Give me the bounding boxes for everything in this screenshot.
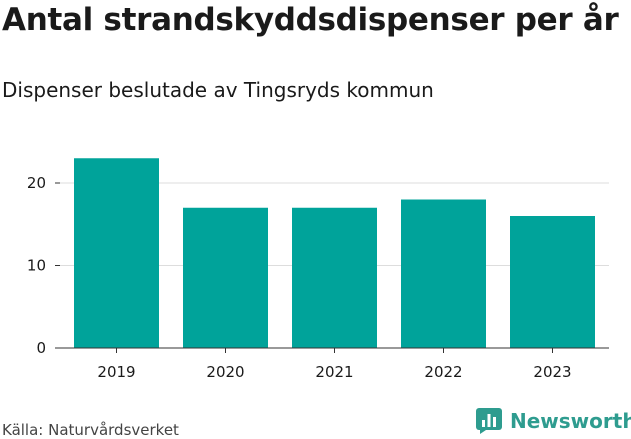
x-tick-label: 2023 [533, 363, 571, 381]
x-tick-label: 2019 [97, 363, 135, 381]
brand-logo[interactable]: Newsworthy [476, 408, 631, 434]
y-axis-ticks: 0 10 20 [27, 174, 60, 357]
bars [74, 158, 595, 348]
bar-chart: 0 10 20 2019 2020 2021 2022 2023 [27, 158, 609, 381]
y-tick-label: 0 [36, 339, 46, 357]
x-axis-ticks: 2019 2020 2021 2022 2023 [97, 348, 572, 381]
bar-2023[interactable] [510, 216, 595, 348]
brand-name: Newsworthy [510, 409, 631, 433]
bar-2020[interactable] [183, 207, 268, 348]
source-note: Källa: Naturvårdsverket [2, 421, 179, 439]
x-tick-label: 2022 [424, 363, 462, 381]
y-tick-label: 20 [27, 174, 46, 192]
bar-2019[interactable] [74, 158, 159, 348]
chart-subtitle: Dispenser beslutade av Tingsryds kommun [2, 78, 434, 102]
y-tick-label: 10 [27, 257, 46, 275]
chart-title: Antal strandskyddsdispenser per år [2, 2, 619, 38]
bar-chart-logo-icon [476, 408, 502, 434]
bar-2021[interactable] [292, 207, 377, 348]
x-tick-label: 2020 [206, 363, 244, 381]
x-tick-label: 2021 [315, 363, 353, 381]
bar-2022[interactable] [401, 199, 486, 349]
